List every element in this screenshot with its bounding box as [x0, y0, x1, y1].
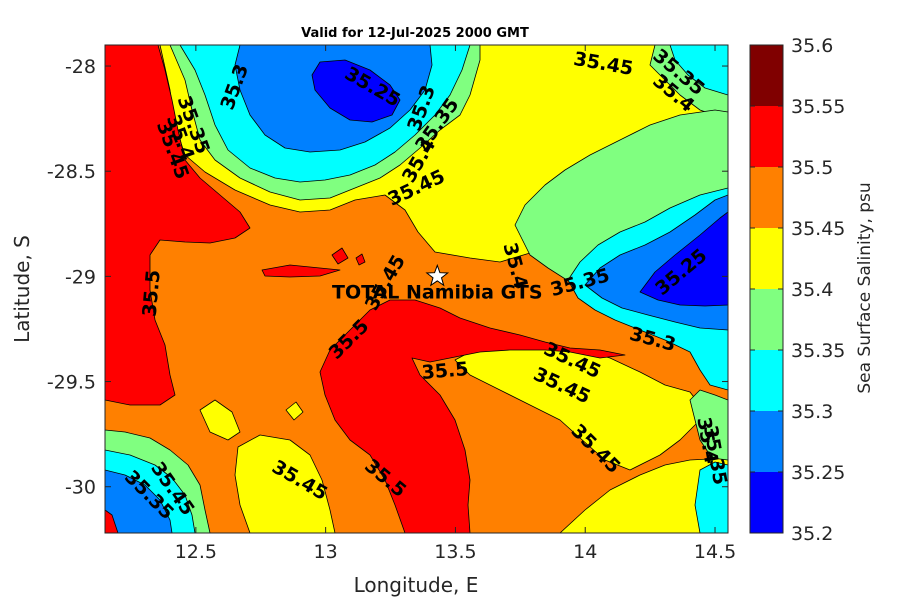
y-tick-label: -28.5	[47, 161, 96, 183]
contour-band-35-3-southeast	[694, 461, 728, 533]
colorbar-swatch	[750, 167, 783, 228]
contour-band-35-5-southwest-strip	[105, 509, 119, 533]
contour-band-35-4-small	[199, 399, 241, 441]
x-tick-label: 14	[573, 541, 597, 563]
contour-band-35-4-southwest	[234, 434, 336, 533]
colorbar-swatch	[750, 350, 783, 411]
station-label: TOTAL Namibia GTS	[332, 281, 543, 303]
chart-title: Valid for 12-Jul-2025 2000 GMT	[301, 26, 529, 41]
axis-ticks: 12.5 13 13.5 14 14.5 -28 -28.5 -29 -29.5 -30	[47, 45, 736, 563]
y-tick-label: -29	[65, 266, 96, 288]
contour-band-35-4-dot	[285, 401, 304, 421]
colorbar-tick-label: 35.35	[791, 340, 845, 362]
colorbar-tick-label: 35.2	[791, 523, 833, 545]
contour-band-35-35-southeast	[689, 389, 728, 461]
colorbar-swatch	[750, 411, 783, 472]
y-tick-label: -29.5	[47, 372, 96, 394]
x-tick-label: 12.5	[175, 541, 217, 563]
contour-band-35-5-blob	[331, 247, 349, 265]
colorbar-swatch	[750, 106, 783, 167]
colorbar-tick-label: 35.4	[791, 279, 833, 301]
contour-band-35-4-southeast	[559, 457, 728, 533]
contour-plot	[105, 45, 728, 533]
colorbar-label: Sea Surface Salinity, psu	[855, 182, 875, 393]
contour-band-35-3-northeast	[669, 45, 728, 96]
colorbar-tick-label: 35.45	[791, 218, 845, 240]
x-tick-label: 13	[314, 541, 338, 563]
x-tick-label: 13.5	[434, 541, 476, 563]
colorbar-tick-label: 35.55	[791, 96, 845, 118]
y-tick-label: -30	[65, 477, 96, 499]
x-tick-label: 14.5	[694, 541, 736, 563]
contour-label: 35.5	[139, 269, 165, 318]
colorbar-tick-label: 35.5	[791, 157, 833, 179]
station-marker: TOTAL Namibia GTS	[332, 263, 543, 303]
contour-band-35-2-north	[311, 59, 401, 123]
colorbar: 35.2 35.25 35.3 35.35 35.4 35.45 35.5 35.55 35.6	[749, 35, 845, 545]
contour-label: 35.5	[421, 358, 470, 384]
y-axis-label: Latitude, S	[10, 235, 34, 343]
station-star-icon	[425, 263, 450, 287]
colorbar-swatch	[750, 228, 783, 289]
contour-band-35-5-central	[319, 299, 626, 533]
colorbar-swatch	[750, 472, 783, 533]
colorbar-tick-label: 35.25	[791, 462, 845, 484]
colorbar-swatch	[750, 289, 783, 350]
contour-band-35-25-southwest	[105, 469, 173, 533]
colorbar-swatch	[750, 45, 783, 106]
colorbar-tick-label: 35.6	[791, 35, 833, 57]
y-tick-label: -28	[65, 56, 96, 78]
contour-band-35-5-dot	[355, 253, 366, 266]
colorbar-tick-label: 35.3	[791, 401, 833, 423]
x-axis-label: Longitude, E	[354, 573, 479, 597]
contour-band-35-2-east	[639, 211, 728, 307]
plot-frame	[104, 44, 729, 534]
contour-band-35-5-west	[105, 45, 251, 406]
contour-band-35-5-streak	[261, 264, 341, 278]
